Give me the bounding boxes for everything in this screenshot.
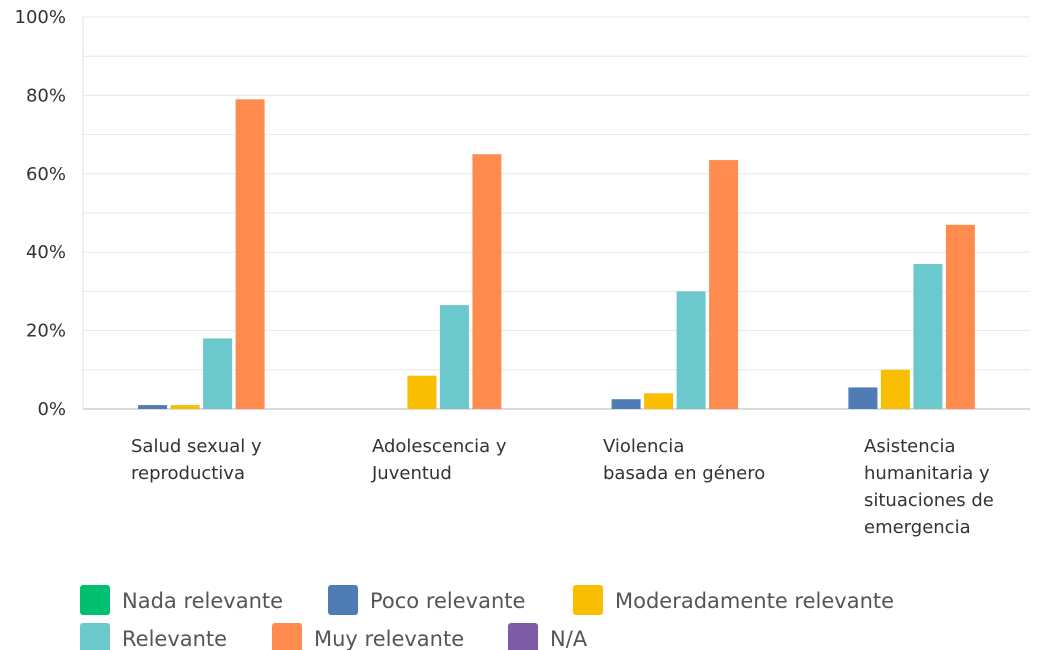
legend-swatch[interactable]: [328, 585, 358, 615]
bar: [880, 369, 910, 409]
y-tick-label: 80%: [26, 85, 66, 106]
legend-label[interactable]: Nada relevante: [122, 589, 283, 613]
bar: [611, 399, 641, 409]
y-tick-label: 20%: [26, 321, 66, 342]
bar: [138, 405, 168, 409]
legend-label[interactable]: Relevante: [122, 627, 227, 650]
legend-swatch[interactable]: [272, 623, 302, 650]
legend-label[interactable]: Moderadamente relevante: [615, 589, 894, 613]
legend-label[interactable]: Poco relevante: [370, 589, 525, 613]
x-category-label-line: Juventud: [371, 463, 452, 484]
y-tick-label: 100%: [15, 7, 66, 28]
legend-label[interactable]: Muy relevante: [314, 627, 464, 650]
x-category-label: Asistencia humanitaria y situaciones de eme…: [864, 436, 994, 538]
x-category-label-line: emergencia: [864, 517, 971, 538]
legend-swatch[interactable]: [573, 585, 603, 615]
legend-swatch[interactable]: [508, 623, 538, 650]
bar: [848, 387, 878, 409]
y-tick-label: 60%: [26, 164, 66, 185]
x-category-label-line: humanitaria y: [864, 463, 990, 484]
y-tick-label: 40%: [26, 242, 66, 263]
bar: [945, 224, 975, 409]
x-category-label-line: Violencia: [603, 436, 684, 457]
bar: [709, 160, 739, 409]
x-category-label: Adolescencia y Juventud: [371, 436, 507, 484]
bar: [644, 393, 674, 409]
bar: [472, 154, 502, 409]
bar: [439, 305, 469, 409]
legend-swatch[interactable]: [80, 623, 110, 650]
x-category-label-line: Asistencia: [864, 436, 956, 457]
x-category-label-line: situaciones de: [864, 490, 994, 511]
legend-swatch[interactable]: [80, 585, 110, 615]
x-category-label-line: Adolescencia y: [372, 436, 507, 457]
y-tick-label: 0%: [37, 399, 66, 420]
x-category-label-line: Salud sexual y: [131, 436, 262, 457]
x-category-label-line: basada en género: [603, 463, 765, 484]
bar: [913, 264, 943, 409]
bar: [407, 375, 437, 409]
bar: [170, 405, 200, 409]
legend-label[interactable]: N/A: [550, 627, 588, 650]
x-category-label: Salud sexual y reproductiva: [131, 436, 262, 484]
bar: [203, 338, 233, 409]
bar: [235, 99, 265, 410]
x-category-label: Violencia basada en género: [603, 436, 765, 484]
bar: [676, 291, 706, 409]
x-category-label-line: reproductiva: [131, 463, 245, 484]
